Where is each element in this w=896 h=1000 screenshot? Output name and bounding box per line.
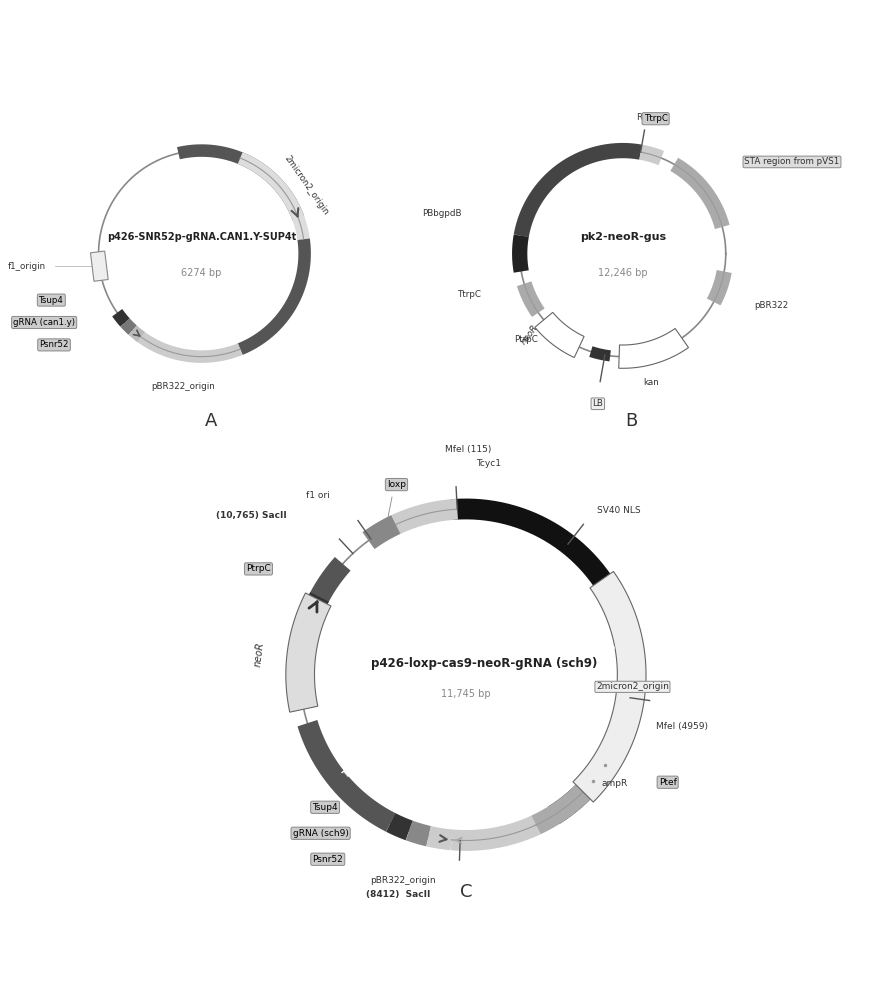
Text: STA region from pVS1: STA region from pVS1 [745, 157, 840, 166]
Text: PtrpC: PtrpC [514, 335, 538, 344]
Polygon shape [90, 251, 108, 281]
Text: f1_origin: f1_origin [7, 262, 46, 271]
Text: B: B [625, 412, 638, 430]
Text: kan: kan [643, 378, 659, 387]
Text: 6274 bp: 6274 bp [181, 268, 222, 278]
Polygon shape [573, 688, 645, 802]
Text: TtrpC: TtrpC [643, 114, 668, 123]
Text: MfeI (115): MfeI (115) [444, 445, 491, 454]
Text: Psnr52: Psnr52 [313, 855, 343, 864]
Text: pk2-neoR-gus: pk2-neoR-gus [580, 232, 666, 242]
Text: Tsup4: Tsup4 [313, 803, 338, 812]
Text: gRNA (sch9): gRNA (sch9) [293, 829, 349, 838]
Text: Psnr52: Psnr52 [39, 340, 69, 349]
Text: LB: LB [592, 399, 603, 408]
Text: ura3: ura3 [225, 172, 254, 194]
Text: neoR: neoR [253, 642, 265, 667]
Text: 2micron2_origin: 2micron2_origin [283, 154, 331, 217]
Text: 12,246 bp: 12,246 bp [598, 268, 648, 278]
Text: f1 ori: f1 ori [306, 491, 331, 500]
Text: TtrpC: TtrpC [342, 753, 372, 780]
Polygon shape [590, 571, 646, 690]
Text: pBR322: pBR322 [754, 301, 788, 310]
Text: RB: RB [636, 113, 648, 122]
Text: gRNA (can1.y): gRNA (can1.y) [13, 318, 75, 327]
Text: PtrpC: PtrpC [246, 564, 271, 573]
Polygon shape [286, 593, 331, 712]
Text: loxp: loxp [387, 480, 406, 489]
Text: ampR: ampR [602, 779, 628, 788]
Text: p426-SNR52p-gRNA.CAN1.Y-SUP4t: p426-SNR52p-gRNA.CAN1.Y-SUP4t [107, 232, 297, 242]
Text: p426-loxp-cas9-neoR-gRNA (sch9): p426-loxp-cas9-neoR-gRNA (sch9) [371, 657, 597, 670]
Text: Tsup4: Tsup4 [39, 296, 64, 305]
Text: SV40 NLS: SV40 NLS [597, 506, 641, 515]
Text: pBR322_origin: pBR322_origin [151, 382, 215, 391]
Text: Tcyc1: Tcyc1 [476, 459, 501, 468]
Polygon shape [535, 312, 584, 358]
Text: neoR: neoR [519, 323, 539, 346]
Text: C: C [460, 883, 472, 901]
Text: 2micron2_origin: 2micron2_origin [596, 682, 669, 691]
Text: amp: amp [262, 276, 284, 303]
Text: cas9: cas9 [595, 620, 616, 654]
Polygon shape [619, 328, 688, 368]
Text: 11,745 bp: 11,745 bp [441, 689, 491, 699]
Text: (10,765) SacII: (10,765) SacII [216, 511, 287, 520]
Text: Ptef: Ptef [659, 778, 676, 787]
Text: PBbgpdB: PBbgpdB [422, 209, 461, 218]
Text: A: A [204, 412, 217, 430]
Text: (8412)  SacII: (8412) SacII [366, 890, 430, 899]
Text: TtrpC: TtrpC [457, 290, 481, 299]
Text: gus: gus [565, 181, 588, 204]
Text: pBR322_origin: pBR322_origin [371, 876, 436, 885]
Text: MfeI (4959): MfeI (4959) [656, 722, 708, 731]
